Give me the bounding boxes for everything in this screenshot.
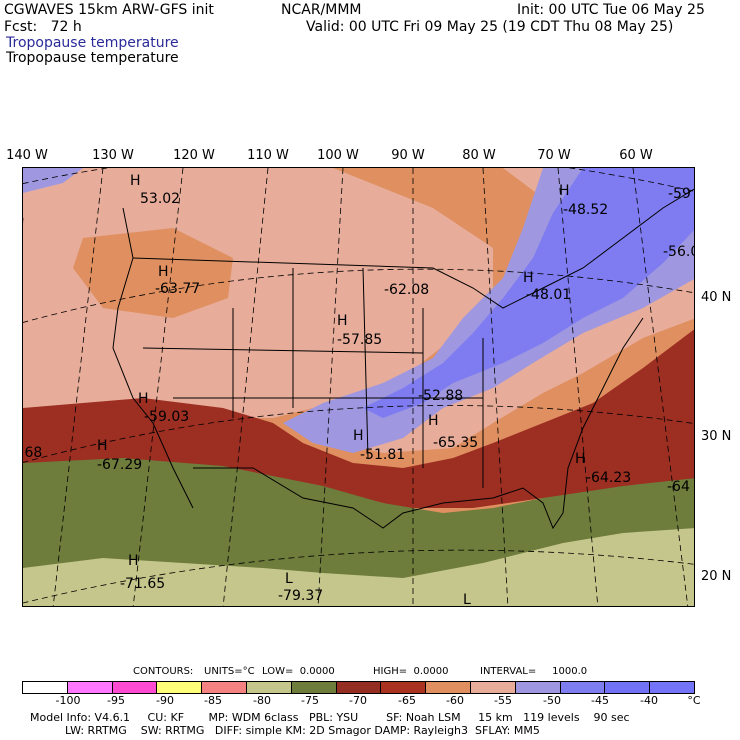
lon-label: 100 W [317, 148, 359, 163]
map-value-label: -51.81 [360, 447, 405, 463]
colorbar-swatch [336, 682, 382, 693]
colorbar-tick: -65 [398, 694, 416, 707]
colorbar-tick: -40 [640, 694, 658, 707]
colorbar-tick: -90 [156, 694, 174, 707]
map-value-labels: H 53.02 H -48.52 -59 -56.0 H -63.77 -62.… [23, 173, 695, 607]
map-value-label: -71.65 [120, 576, 165, 592]
contours-interval: INTERVAL= 1000.0 [480, 666, 588, 677]
colorbar-tick: -80 [253, 694, 271, 707]
map-value-label: -62.08 [384, 282, 429, 298]
map-value-label: -67.29 [97, 457, 142, 473]
map-extremum-marker: L [285, 571, 293, 587]
contours-units: UNITS=°C [204, 666, 255, 677]
map-band-red [23, 329, 694, 508]
field-title-secondary: Tropopause temperature [6, 50, 179, 66]
map-value-label: -59.03 [144, 409, 189, 425]
map-extremum-marker: H [353, 428, 364, 444]
map-value-label: -48.01 [526, 287, 571, 303]
map-band-violet [363, 168, 694, 418]
colorbar-tick: -85 [204, 694, 222, 707]
model-title: CGWAVES 15km ARW-GFS init [4, 2, 214, 18]
map-extremum-marker: H [575, 451, 586, 467]
lon-label: 130 W [92, 148, 134, 163]
map-extremum-marker: H [128, 553, 139, 569]
lon-label: 110 W [247, 148, 289, 163]
map-value-label: -65.35 [433, 435, 478, 451]
map-value-label: -57.85 [337, 332, 382, 348]
contours-low: LOW= 0.0000 [262, 666, 335, 677]
colorbar-swatch [67, 682, 113, 693]
colorbar-swatch [112, 682, 158, 693]
map-extremum-marker: L [463, 592, 471, 607]
colorbar-swatch [515, 682, 561, 693]
colorbar-tick: -55 [494, 694, 512, 707]
colorbar-tick: -45 [591, 694, 609, 707]
map-band-orange-west [73, 228, 233, 318]
lat-label: 20 N [701, 569, 732, 584]
map-value-label: -79.37 [278, 588, 323, 604]
map-value-label: -63.77 [155, 281, 200, 297]
map-extremum-marker: H [559, 183, 570, 199]
map-extremum-marker: H [158, 264, 169, 280]
color-scale-bar [22, 681, 695, 694]
init-time: Init: 00 UTC Tue 06 May 25 [517, 2, 705, 18]
colorbar-swatch [650, 682, 694, 693]
colorbar-swatch [202, 682, 247, 693]
forecast-hour: Fcst: 72 h [4, 19, 82, 35]
colorbar-swatch [605, 682, 651, 693]
lat-label: 30 N [701, 429, 732, 444]
map-value-label: -56.0 [663, 244, 695, 260]
map-value-label: 53.02 [140, 191, 180, 207]
map-extremum-marker: H [428, 413, 439, 429]
lon-label: 70 W [537, 148, 571, 163]
map-extremum-marker: H [523, 270, 534, 286]
colorbar-swatch [23, 682, 68, 693]
map-value-label: -52.88 [418, 388, 463, 404]
valid-time: Valid: 00 UTC Fri 09 May 25 (19 CDT Thu … [306, 19, 674, 35]
map-value-label: -48.52 [563, 202, 608, 218]
map-value-label: -64.23 [586, 470, 631, 486]
map-band-lavender [23, 168, 83, 193]
model-info-line1: Model Info: V4.6.1 CU: KF MP: WDM 6class… [30, 711, 630, 724]
colorbar-tick: -70 [349, 694, 367, 707]
colorbar-swatch [560, 682, 606, 693]
lon-label: 90 W [391, 148, 425, 163]
colorbar-swatch [470, 682, 516, 693]
field-title-primary: Tropopause temperature [6, 35, 179, 51]
model-info-line2: LW: RRTMG SW: RRTMG DIFF: simple KM: 2D … [30, 724, 540, 737]
colorbar-tick: -100 [55, 694, 81, 707]
map-band-pink [23, 168, 493, 418]
lon-label: 120 W [173, 148, 215, 163]
political-boundaries [112, 188, 694, 530]
colorbar-swatch [157, 682, 203, 693]
contours-label: CONTOURS: [133, 666, 194, 677]
colorbar-tick: -60 [446, 694, 464, 707]
map-extremum-marker: H [337, 313, 348, 329]
org-label: NCAR/MMM [281, 2, 362, 18]
map-value-label: -64 [667, 479, 690, 495]
lon-label: 60 W [619, 148, 653, 163]
graticule [23, 168, 694, 606]
contours-high: HIGH= 0.0000 [373, 666, 449, 677]
map-extremum-marker: H [138, 391, 149, 407]
colorbar-units: °C [687, 694, 701, 707]
colorbar-swatch [291, 682, 337, 693]
map-value-label: .68 [23, 445, 42, 461]
lon-label: 80 W [462, 148, 496, 163]
map-band-khaki [23, 528, 694, 606]
lon-label: 140 W [6, 148, 48, 163]
tropopause-temperature-map: H 53.02 H -48.52 -59 -56.0 H -63.77 -62.… [22, 167, 695, 607]
colorbar-swatch [426, 682, 471, 693]
map-extremum-marker: H [97, 438, 108, 454]
colorbar-swatch [381, 682, 427, 693]
colorbar-tick: -95 [107, 694, 125, 707]
map-value-label: -59 [668, 186, 691, 202]
lat-label: 40 N [701, 290, 732, 305]
colorbar-swatch [246, 682, 292, 693]
colorbar-tick: -50 [543, 694, 561, 707]
map-extremum-marker: H [130, 173, 141, 189]
colorbar-tick: -75 [301, 694, 319, 707]
